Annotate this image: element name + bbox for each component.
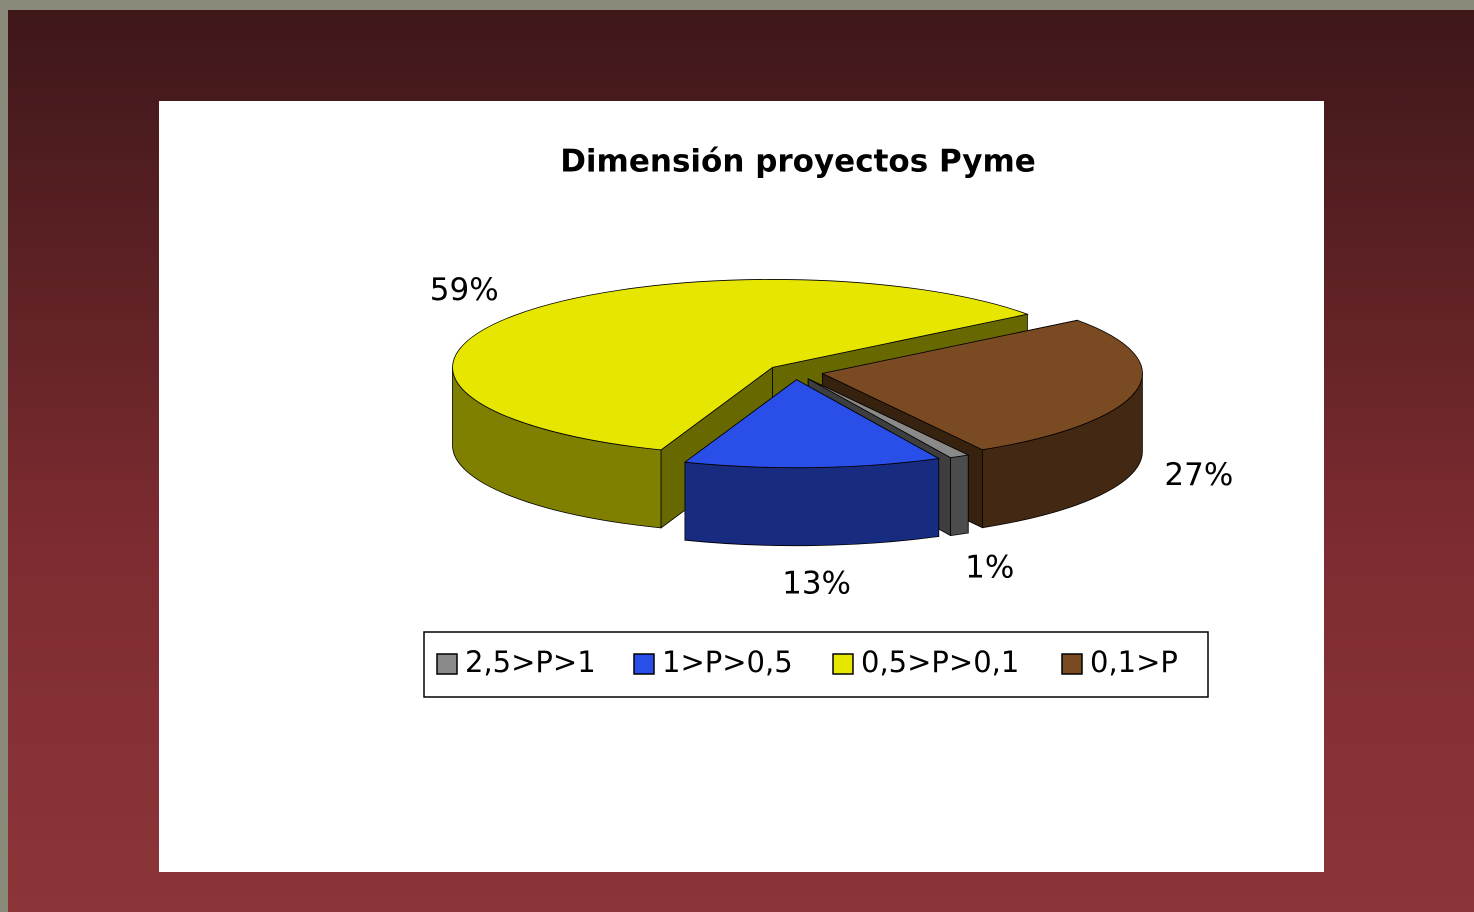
data-label: 13% — [782, 566, 851, 602]
slice — [452, 279, 1029, 451]
slice — [808, 378, 970, 459]
legend-swatch — [436, 653, 458, 675]
data-label: 59% — [430, 272, 499, 308]
legend: 2,5>P>1 1>P>0,5 0,5>P>0,1 0,1>P — [436, 645, 1178, 679]
pie: 1% 13% 59% 27% — [430, 272, 1234, 602]
chart-title: Dimensión proyectos Pyme — [560, 144, 1036, 180]
legend-swatch — [633, 653, 655, 675]
slice-side — [950, 454, 969, 537]
data-label: 1% — [965, 550, 1014, 586]
legend-label: 0,5>P>0,1 — [861, 645, 1019, 679]
legend-label: 2,5>P>1 — [465, 645, 596, 679]
slice-side — [684, 458, 940, 547]
data-label: 27% — [1164, 457, 1233, 493]
legend-swatch — [832, 653, 854, 675]
slice — [821, 319, 1143, 451]
legend-label: 0,1>P — [1090, 645, 1178, 679]
slice — [683, 379, 940, 469]
legend-label: 1>P>0,5 — [662, 645, 793, 679]
legend-swatch — [1061, 653, 1083, 675]
